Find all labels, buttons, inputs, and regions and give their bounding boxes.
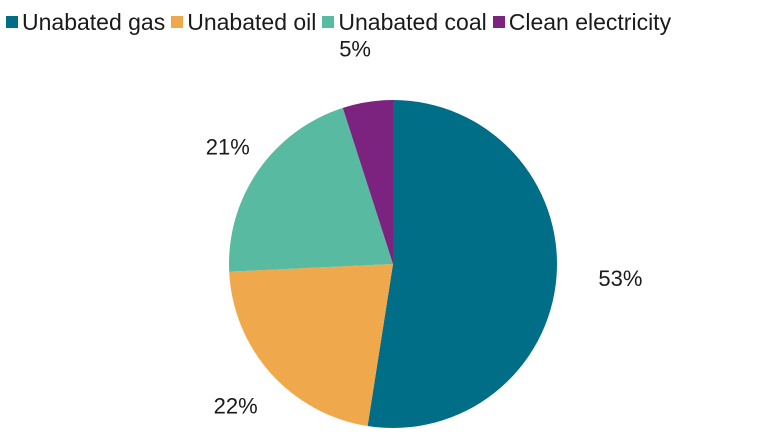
pie-label-unabated-coal: 21%	[206, 134, 250, 159]
legend-swatch-unabated-gas	[6, 16, 18, 28]
pie-label-unabated-oil: 22%	[214, 393, 258, 418]
legend-label-unabated-gas: Unabated gas	[22, 8, 166, 35]
pie-label-clean-electricity: 5%	[339, 36, 371, 61]
pie-slice-unabated-oil	[229, 264, 393, 427]
legend-label-unabated-oil: Unabated oil	[187, 8, 317, 35]
pie-value-labels: 53% 22% 21% 5%	[206, 36, 643, 418]
legend-item-unabated-oil: Unabated oil	[171, 9, 316, 36]
legend-swatch-clean-electricity	[492, 16, 505, 28]
pie-slice-clean-electricity	[342, 100, 393, 264]
legend-label-unabated-coal: Unabated coal	[338, 8, 487, 35]
legend-label-clean-electricity: Clean electricity	[508, 8, 672, 35]
legend-swatch-unabated-coal	[322, 16, 335, 28]
legend-item-unabated-coal: Unabated coal	[322, 8, 487, 36]
chart-legend: Unabated gas Unabated oil Unabated coal …	[6, 4, 766, 40]
pie-slice-unabated-gas	[367, 100, 557, 428]
legend-swatch-unabated-oil	[171, 16, 184, 28]
pie-slice-unabated-coal	[228, 107, 393, 272]
legend-item-clean-electricity: Clean electricity	[492, 8, 672, 36]
pie-label-unabated-gas: 53%	[598, 266, 642, 291]
pie-slices	[228, 100, 557, 428]
legend-item-unabated-gas: Unabated gas	[6, 9, 165, 36]
